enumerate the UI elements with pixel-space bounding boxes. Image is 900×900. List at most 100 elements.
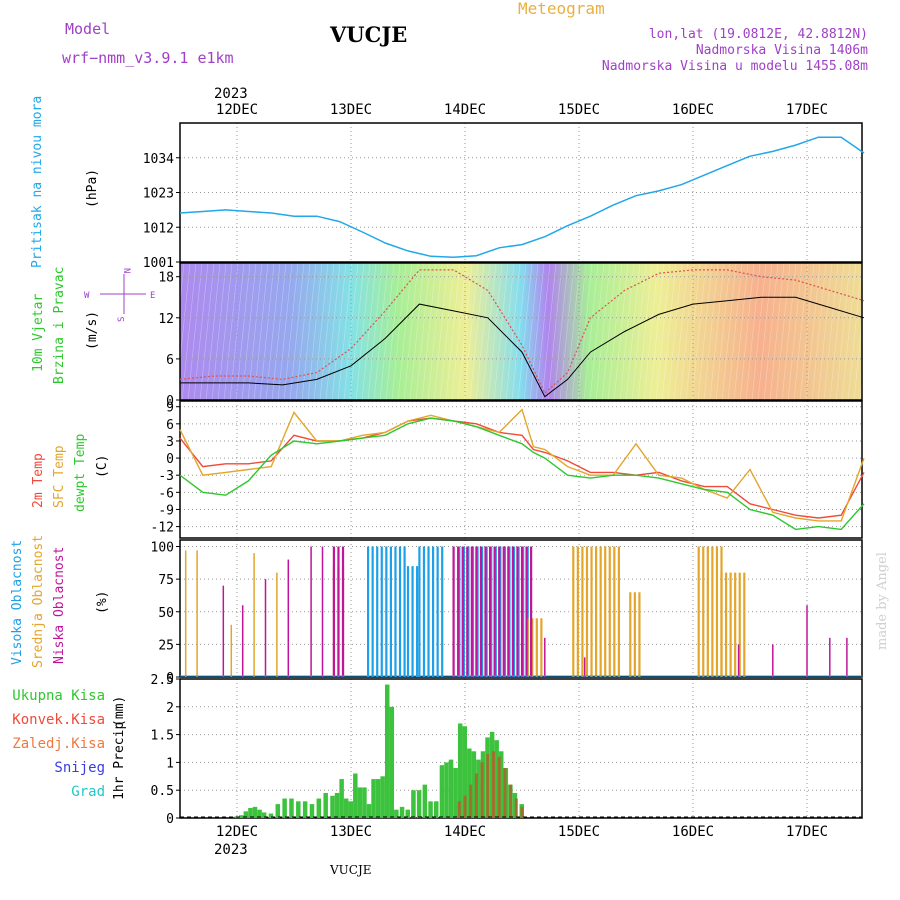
precip-rain-bar (405, 809, 410, 818)
compass-n: N (121, 268, 131, 273)
day-label-bottom: 14DEC (444, 824, 486, 840)
precip-rain-bar (302, 801, 308, 818)
ytick-label: 0 (166, 671, 174, 686)
precip-conv-bar (509, 784, 513, 818)
precip-rain-bar (439, 765, 445, 818)
precip-rain-bar (448, 759, 454, 818)
legend-zaledj: Zaledj.Kisa (12, 736, 105, 752)
precip-rain-bar (261, 812, 267, 818)
precip-conv-bar (486, 754, 490, 818)
temp-sfc-label: SFC Temp (52, 445, 67, 508)
precip-rain-bar (394, 809, 399, 818)
panel-cloud: 0 25 50 75 100 (151, 539, 863, 686)
ytick-label: 1.5 (151, 729, 174, 744)
ytick-label: 1034 (143, 152, 174, 167)
precip-rain-bar (422, 784, 428, 818)
ytick-label: 2.5 (151, 673, 174, 688)
lonlat-text: lon,lat (19.0812E, 42.8812N) (649, 27, 868, 42)
ytick-label: 1001 (143, 256, 174, 271)
ytick-label: 0 (166, 812, 174, 827)
watermark: made by Angel (875, 552, 890, 650)
temp-unit: (C) (95, 455, 110, 478)
precip-conv-bar (503, 767, 507, 818)
ytick-label: 3 (166, 435, 174, 450)
ytick-label: 50 (158, 606, 174, 621)
year-top: 2023 (214, 86, 248, 102)
ytick-label: 1 (166, 756, 174, 771)
wind-speed-line (180, 296, 865, 398)
day-label-top: 12DEC (216, 102, 258, 118)
product-title: Meteogram (518, 0, 605, 18)
day-label-top: 13DEC (330, 102, 372, 118)
precip-rain-bar (444, 762, 449, 818)
precip-conv-bar (514, 798, 518, 818)
ytick-label: 25 (158, 638, 174, 653)
compass-s: S (117, 317, 127, 322)
precip-rain-bar (434, 801, 439, 818)
temp-2m-label: 2m Temp (31, 453, 46, 508)
ytick-label: 0 (166, 452, 174, 467)
precip-rain-bar (339, 779, 344, 818)
cloud-unit: (%) (95, 591, 110, 614)
cloud-high-label: Visoka Oblacnost (10, 540, 25, 665)
ytick-label: 6 (166, 353, 174, 368)
precip-rain-bar (462, 726, 467, 818)
ytick-label: -6 (158, 486, 174, 501)
precip-rain-bar (353, 773, 358, 818)
precip-rain-bar (375, 779, 381, 818)
legend-snijeg: Snijeg (54, 760, 105, 776)
day-label-bottom: 15DEC (558, 824, 600, 840)
precip-rain-bar (239, 815, 244, 818)
ytick-label: 12 (158, 312, 174, 327)
precip-rain-bar (282, 798, 287, 818)
precip-rain-bar (275, 804, 281, 818)
precip-rain-bar (384, 684, 390, 818)
wind-unit: (m/s) (85, 311, 100, 350)
precip-conv-bar (469, 784, 473, 818)
model-elevation-text: Nadmorska Visina u modelu 1455.08m (602, 59, 868, 74)
panel-wind: 0 6 12 18 (158, 262, 863, 409)
precip-rain-bar (309, 804, 315, 818)
precip-rain-bar (257, 809, 262, 818)
ytick-label: -12 (151, 521, 174, 536)
wind-ylabel-2: Brzina i Pravac (52, 267, 67, 384)
precip-rain-bar (476, 759, 481, 818)
precip-rain-bar (399, 806, 405, 818)
pressure-unit: (hPa) (85, 169, 100, 208)
precip-rain-bar (268, 813, 274, 818)
precip-conv-bar (520, 806, 524, 818)
day-label-top: 16DEC (672, 102, 714, 118)
precip-conv-bar (480, 762, 484, 818)
precip-rain-bar (471, 751, 477, 818)
precip-rain-bar (252, 806, 258, 818)
day-label-top: 17DEC (786, 102, 828, 118)
precip-conv-bar (457, 801, 461, 818)
precip-conv-bar (474, 773, 478, 818)
day-label-bottom: 17DEC (786, 824, 828, 840)
wind-gust-line (179, 269, 865, 395)
precip-rain-bar (343, 798, 349, 818)
precip-rain-bar (411, 790, 416, 818)
precip-rain-bar (416, 790, 422, 818)
day-label-bottom: 12DEC (216, 824, 258, 840)
precip-unit: (mm) (112, 696, 127, 727)
precip-ylabel: 1hr Precip (112, 722, 127, 800)
ytick-label: 18 (158, 271, 174, 286)
legend-konvek: Konvek.Kisa (12, 712, 105, 728)
day-label-bottom: 13DEC (330, 824, 372, 840)
panel-frame (179, 400, 863, 539)
ytick-label: 0 (166, 394, 174, 409)
temp-dew-label: dewpt Temp (73, 434, 88, 512)
panel-frame (179, 678, 863, 819)
temp-2m-line (179, 417, 865, 519)
temp-dewpt-line (179, 417, 865, 531)
precip-rain-bar (366, 804, 372, 818)
precip-rain-bar (330, 795, 335, 818)
ytick-label: 75 (158, 573, 174, 588)
wind-barb-field (180, 263, 862, 400)
cloud-low-label: Niska Oblacnost (52, 547, 67, 664)
precip-rain-bar (334, 792, 340, 818)
precip-rain-bar (428, 801, 433, 818)
year-bottom: 2023 (214, 842, 248, 858)
